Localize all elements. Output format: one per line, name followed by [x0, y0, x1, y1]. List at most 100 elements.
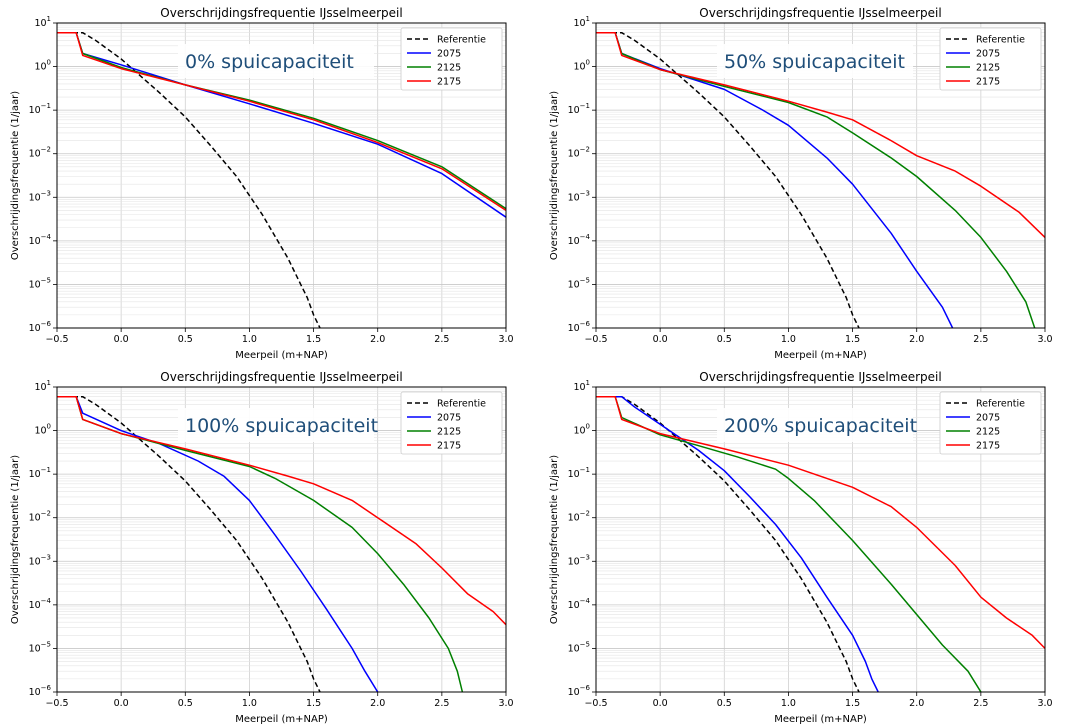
- annotation-box: 200% spuicapaciteit: [717, 408, 917, 442]
- legend-frame: [400, 391, 503, 455]
- legend-label-2175: 2175: [437, 441, 461, 452]
- y-tick-label: 101: [573, 379, 590, 393]
- x-tick-label: 2.0: [370, 698, 385, 709]
- y-tick-label: 10−4: [29, 233, 52, 247]
- y-axis: 10−6 10−5 10−4 10−3 10−2 10−1 100 101: [29, 15, 57, 334]
- y-tick-label: 10−1: [568, 466, 590, 480]
- legend: Referentie 2075 2125 2175: [400, 27, 503, 91]
- x-tick-label: 1.0: [781, 698, 796, 709]
- y-tick-label: 10−2: [29, 146, 51, 160]
- x-axis-label: Meerpeil (m+NAP): [235, 714, 328, 725]
- x-tick-label: 0.5: [717, 334, 732, 345]
- x-tick-label: 0.0: [653, 334, 668, 345]
- legend-frame: [400, 27, 503, 91]
- y-tick-label: 10−4: [568, 597, 591, 611]
- x-tick-label: 3.0: [1037, 698, 1052, 709]
- y-tick-label: 10−3: [568, 553, 590, 567]
- annotation-box: 0% spuicapaciteit: [178, 44, 374, 78]
- y-axis: 10−6 10−5 10−4 10−3 10−2 10−1 100 101: [568, 379, 596, 698]
- x-tick-label: 0.0: [114, 698, 129, 709]
- y-tick-label: 10−2: [568, 146, 590, 160]
- series-line-2175: [57, 31, 506, 212]
- plot-frame: [56, 386, 507, 693]
- y-tick-label: 100: [573, 423, 590, 437]
- x-tick-label: 0.5: [717, 698, 732, 709]
- chart-title: Overschrijdingsfrequentie IJsselmeerpeil: [699, 370, 941, 384]
- series-line-referentie: [596, 31, 860, 328]
- y-tick-label: 10−5: [568, 276, 590, 290]
- x-tick-label: 0.0: [653, 698, 668, 709]
- y-tick-label: 101: [573, 15, 590, 29]
- series-group: [596, 395, 1045, 692]
- y-tick-label: 101: [34, 379, 51, 393]
- chart-panel-200pct: −0.5 0.0 0.5 1.0 1.5 2.0 2.5 3.0 10−6 10−5 10−4 10−…: [539, 364, 1078, 728]
- y-axis-label: Overschrijdingsfrequentie (1/jaar): [10, 91, 21, 260]
- series-line-referentie: [596, 395, 860, 692]
- chart-title: Overschrijdingsfrequentie IJsselmeerpeil: [699, 6, 941, 20]
- x-tick-label: 2.0: [909, 698, 924, 709]
- y-tick-label: 10−1: [29, 466, 51, 480]
- y-tick-label: 100: [573, 59, 590, 73]
- x-tick-label: 1.5: [306, 334, 321, 345]
- x-tick-label: 2.0: [370, 334, 385, 345]
- y-tick-label: 10−4: [568, 233, 591, 247]
- series-line-2175: [57, 395, 506, 626]
- y-tick-label: 10−6: [29, 320, 52, 334]
- y-tick-label: 10−5: [568, 640, 590, 654]
- plot-frame: [595, 386, 1046, 693]
- x-tick-label: 3.0: [1037, 334, 1052, 345]
- chart-svg: −0.5 0.0 0.5 1.0 1.5 2.0 2.5 3.010−610−510−410−…: [549, 370, 1053, 725]
- x-tick-label: 0.5: [178, 698, 193, 709]
- y-tick-label: 100: [34, 423, 51, 437]
- x-tick-label: 0.5: [178, 334, 193, 345]
- x-tick-label: 2.5: [434, 698, 449, 709]
- y-tick-label: 10−1: [29, 102, 51, 116]
- legend-label-2125: 2125: [437, 427, 461, 438]
- x-axis-label: Meerpeil (m+NAP): [774, 714, 867, 725]
- legend-label-2175: 2175: [437, 77, 461, 88]
- y-axis: 10−6 10−5 10−4 10−3 10−2 10−1 100 101: [29, 379, 57, 698]
- y-tick-label: 10−6: [29, 684, 52, 698]
- series-group: [596, 31, 1045, 328]
- x-tick-label: 1.0: [781, 334, 796, 345]
- x-tick-label: −0.5: [45, 334, 68, 345]
- legend-label-2125: 2125: [437, 63, 461, 74]
- y-tick-label: 10−6: [568, 320, 591, 334]
- x-axis: −0.5 0.0 0.5 1.0 1.5 2.0 2.5 3.0: [584, 692, 1053, 709]
- x-tick-label: −0.5: [45, 698, 68, 709]
- x-tick-label: 2.5: [973, 698, 988, 709]
- series-group: [57, 395, 506, 692]
- annotation-text: 50% spuicapaciteit: [724, 51, 905, 73]
- series-line-referentie: [57, 395, 321, 692]
- x-tick-label: 2.5: [973, 334, 988, 345]
- y-tick-label: 10−6: [568, 684, 591, 698]
- plot-frame: [595, 22, 1046, 329]
- y-tick-label: 10−5: [29, 640, 51, 654]
- legend-frame: [939, 27, 1042, 91]
- y-tick-label: 10−3: [568, 189, 590, 203]
- legend: Referentie 2075 2125 2175: [400, 391, 503, 455]
- series-line-2075: [596, 395, 879, 692]
- x-axis-label: Meerpeil (m+NAP): [774, 350, 867, 361]
- legend: Referentie 2075 2125 2175: [939, 391, 1042, 455]
- chart-panel-100pct: −0.5 0.0 0.5 1.0 1.5 2.0 2.5 3.0 10−6 10−5 10−4 10−…: [0, 364, 539, 728]
- legend-label-2175: 2175: [976, 77, 1000, 88]
- series-line-referentie: [57, 31, 321, 328]
- y-axis-label: Overschrijdingsfrequentie (1/jaar): [549, 455, 560, 624]
- x-tick-label: 1.5: [306, 698, 321, 709]
- annotation-box: 100% spuicapaciteit: [178, 408, 378, 442]
- annotation-background: [178, 44, 374, 78]
- series-group: [57, 31, 506, 328]
- x-tick-label: 2.0: [909, 334, 924, 345]
- chart-title: Overschrijdingsfrequentie IJsselmeerpeil: [160, 6, 402, 20]
- x-tick-label: −0.5: [584, 698, 607, 709]
- y-tick-label: 10−3: [29, 553, 51, 567]
- chart-title: Overschrijdingsfrequentie IJsselmeerpeil: [160, 370, 402, 384]
- y-axis-label: Overschrijdingsfrequentie (1/jaar): [549, 91, 560, 260]
- plot-frame: [56, 22, 507, 329]
- y-tick-label: 10−1: [568, 102, 590, 116]
- x-tick-label: 1.5: [845, 334, 860, 345]
- legend: Referentie 2075 2125 2175: [939, 27, 1042, 91]
- chart-panel-50pct: −0.5 0.0 0.5 1.0 1.5 2.0 2.5 3.0 10−6 10−5 10−4 10−…: [539, 0, 1078, 364]
